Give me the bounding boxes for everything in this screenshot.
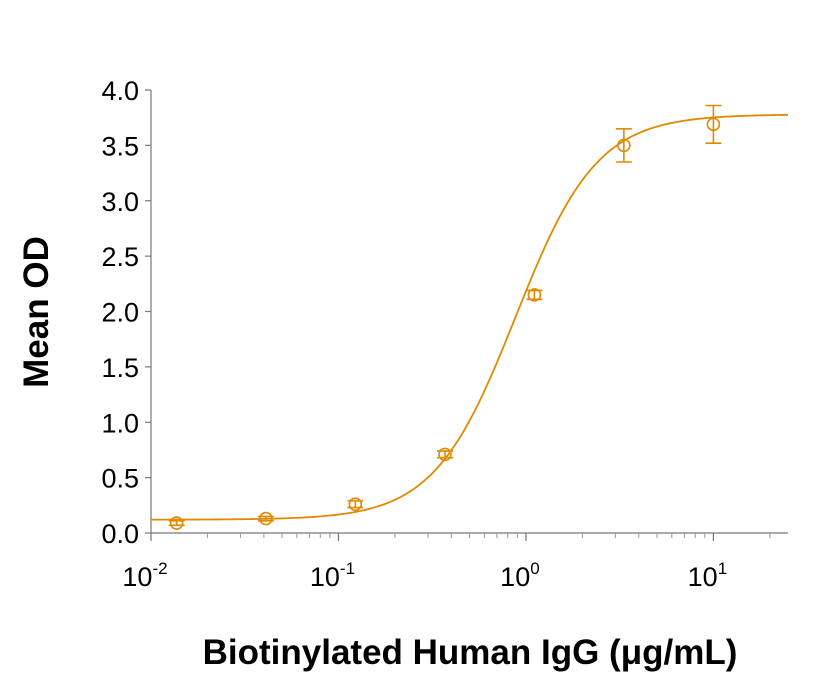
data-point bbox=[617, 138, 631, 153]
y-tick-label: 2.5 bbox=[101, 242, 139, 272]
y-tick-label: 3.0 bbox=[101, 187, 139, 217]
plot-area bbox=[150, 104, 789, 530]
fit-curve bbox=[150, 113, 789, 521]
y-tick-label: 2.0 bbox=[101, 298, 139, 328]
y-tick-label: 3.5 bbox=[101, 131, 139, 161]
y-tick-label: 4.0 bbox=[101, 76, 139, 106]
y-tick-label: 0.5 bbox=[101, 464, 139, 494]
data-point bbox=[169, 516, 184, 530]
data-point bbox=[438, 447, 452, 462]
y-tick-label: 1.0 bbox=[101, 408, 139, 438]
x-axis-title: Biotinylated Human IgG (μg/mL) bbox=[203, 633, 738, 672]
x-tick-label: 100 bbox=[500, 559, 540, 592]
x-tick-label: 101 bbox=[688, 559, 728, 592]
data-point bbox=[348, 497, 363, 512]
y-axis-title: Mean OD bbox=[17, 236, 56, 388]
data-point bbox=[706, 117, 721, 132]
x-tick-label: 10-1 bbox=[310, 559, 355, 592]
data-point bbox=[259, 511, 273, 526]
y-tick-label: 0.0 bbox=[101, 519, 139, 549]
y-tick-label: 1.5 bbox=[101, 353, 139, 383]
x-tick-label: 10-2 bbox=[122, 559, 167, 592]
axes: 0.0 0.5 1.0 1.5 2.0 2.5 3.0 3.5 4.0 10-2 10-1 100 10… bbox=[101, 76, 788, 592]
data-point bbox=[527, 288, 542, 302]
